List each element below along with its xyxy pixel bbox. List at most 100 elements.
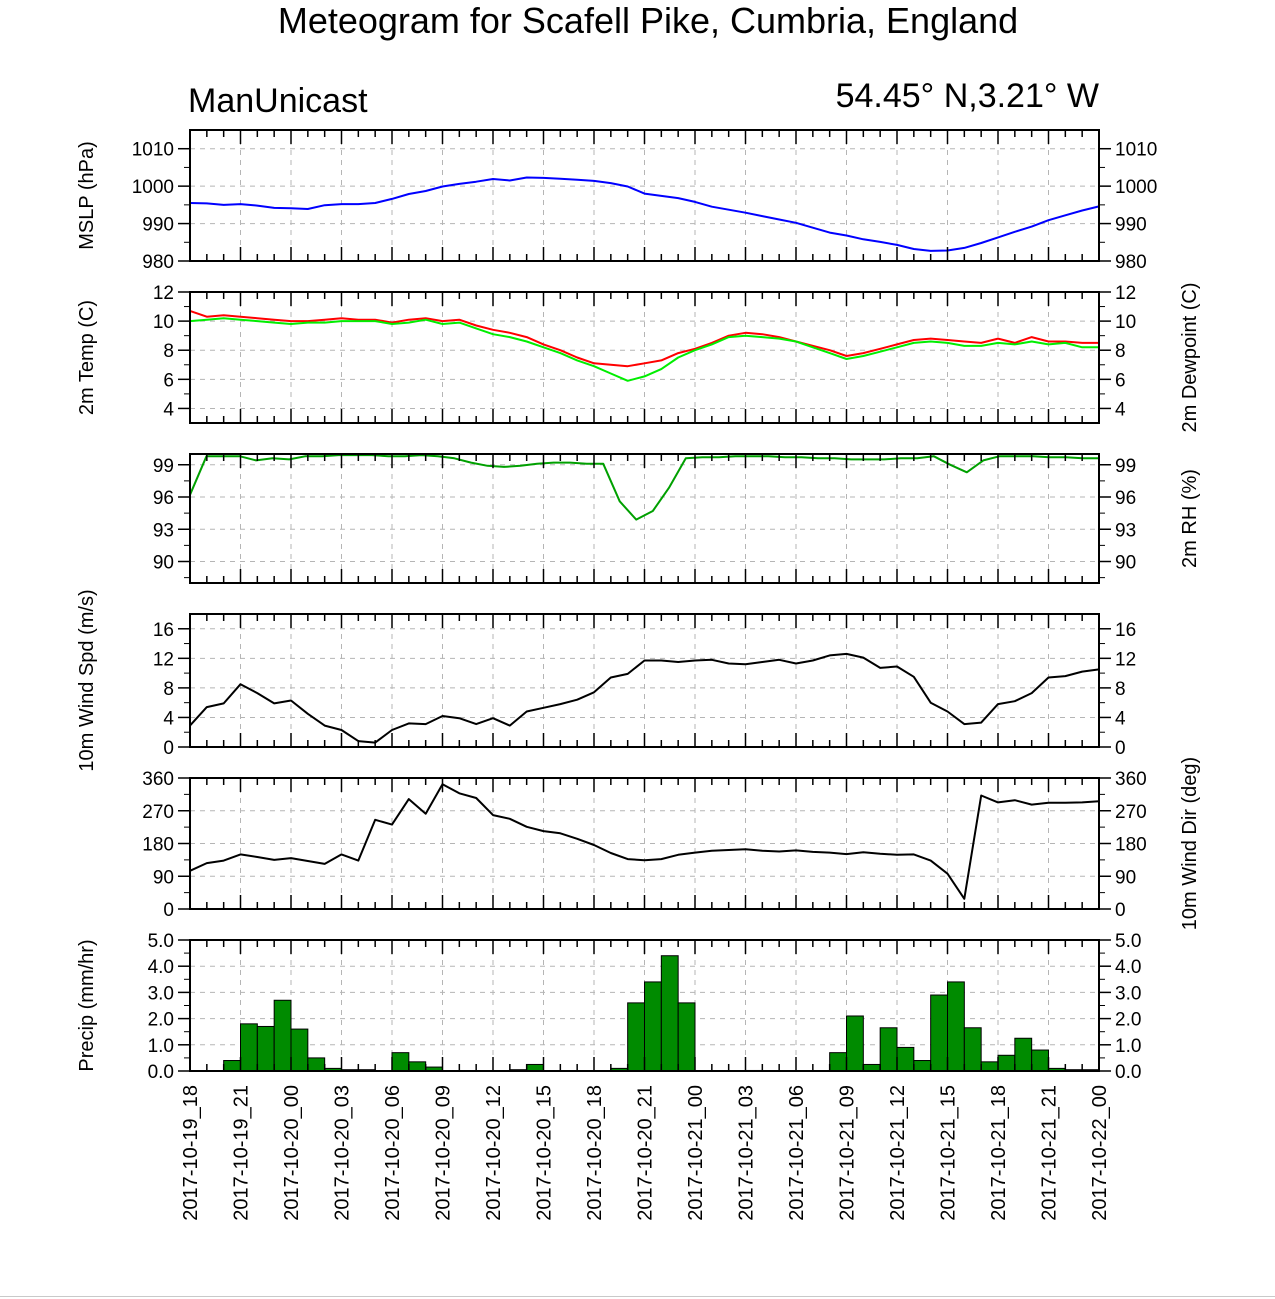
precip-bar: [963, 1027, 982, 1072]
precip-bar: [879, 1027, 898, 1072]
precip-bar: [980, 1061, 999, 1072]
y-tick-label-right: 1.0: [1115, 1036, 1141, 1057]
y-tick-label-left: 180: [142, 835, 174, 856]
y-axis-title-right: 2m RH (%): [1179, 469, 1201, 568]
precip-bar: [408, 1061, 427, 1072]
precip-bar: [307, 1057, 326, 1072]
y-axis-title-left: 2m Temp (C): [76, 300, 98, 415]
bottom-divider: [0, 1296, 1275, 1297]
y-tick-label-right: 6: [1115, 370, 1126, 391]
wdir-series-line-0: [189, 783, 1100, 900]
precip-bar: [913, 1060, 932, 1072]
y-tick-label-left: 10: [153, 312, 174, 333]
x-tick-label: 2017-10-20_09: [433, 1085, 455, 1221]
x-tick-label: 2017-10-20_21: [635, 1085, 657, 1221]
x-tick-label: 2017-10-19_21: [231, 1085, 253, 1221]
y-tick-label-left: 1010: [132, 140, 174, 161]
precip-bar: [997, 1054, 1016, 1072]
precip-bar: [627, 1002, 646, 1072]
x-tick-label: 2017-10-21_00: [685, 1085, 707, 1221]
y-axis-title-left: 10m Wind Spd (m/s): [76, 589, 98, 771]
y-tick-label-left: 1000: [132, 177, 174, 198]
y-tick-label-left: 12: [153, 649, 174, 670]
y-tick-label-left: 0.0: [148, 1062, 174, 1083]
y-tick-label-left: 12: [153, 283, 174, 304]
x-tick-label: 2017-10-20_15: [534, 1085, 556, 1221]
x-tick-label: 2017-10-21_15: [938, 1085, 960, 1221]
x-axis: 2017-10-19_18 2017-10-19_21 2017-10-20_00 2…: [180, 1085, 1111, 1221]
precip-bar: [896, 1046, 915, 1072]
y-tick-label-left: 5.0: [148, 931, 174, 952]
y-tick-label-right: 990: [1115, 215, 1147, 236]
y-tick-label-left: 90: [153, 553, 174, 574]
panel-wspd: 0 0 4 4 8 8 12 12 16 16 10m Wind Spd (m/s): [76, 589, 1136, 771]
precip-bar: [240, 1023, 258, 1072]
y-tick-label-right: 16: [1115, 620, 1136, 641]
y-tick-label-right: 10: [1115, 312, 1136, 333]
y-tick-label-right: 4: [1115, 399, 1126, 420]
y-tick-label-left: 4.0: [148, 957, 174, 978]
model-name: ManUnicast: [188, 82, 368, 120]
y-tick-label-right: 4: [1115, 708, 1126, 729]
y-tick-label-left: 93: [153, 520, 174, 541]
precip-bar: [1031, 1049, 1049, 1072]
wspd-series-line-0: [189, 652, 1100, 744]
y-tick-label-left: 99: [153, 456, 174, 477]
precip-bar: [947, 981, 965, 1072]
y-tick-label-right: 0: [1115, 900, 1126, 921]
x-tick-label: 2017-10-21_03: [736, 1085, 758, 1221]
y-tick-label-right: 1000: [1115, 177, 1157, 198]
precip-bar: [829, 1052, 848, 1072]
x-tick-label: 2017-10-20_00: [281, 1085, 303, 1221]
y-tick-label-left: 990: [142, 215, 174, 236]
y-axis-title-left: Precip (mm/hr): [76, 939, 98, 1071]
y-tick-label-left: 96: [153, 488, 174, 509]
panel-mslp: 980 980 990 990 1000 1000 1010 1010 MSLP (hPa): [76, 129, 1157, 273]
y-tick-label-right: 90: [1115, 867, 1136, 888]
y-tick-label-left: 0: [163, 900, 174, 921]
y-tick-label-right: 3.0: [1115, 983, 1141, 1004]
x-tick-label: 2017-10-20_12: [483, 1085, 505, 1221]
precip-bar: [930, 994, 949, 1072]
y-tick-label-right: 96: [1115, 488, 1136, 509]
y-tick-label-right: 270: [1115, 802, 1147, 823]
y-tick-label-right: 8: [1115, 341, 1126, 362]
precip-bar: [1014, 1037, 1033, 1072]
y-tick-label-right: 90: [1115, 553, 1136, 574]
precip-bar: [256, 1025, 275, 1072]
y-tick-label-left: 2.0: [148, 1010, 174, 1031]
precip-bar: [223, 1060, 242, 1072]
y-tick-label-right: 0.0: [1115, 1062, 1141, 1083]
x-tick-label: 2017-10-21_12: [887, 1085, 909, 1221]
x-tick-label: 2017-10-21_09: [837, 1085, 859, 1221]
y-tick-label-left: 3.0: [148, 983, 174, 1004]
precip-bar: [644, 981, 662, 1072]
y-axis-title-right: 10m Wind Dir (deg): [1179, 757, 1201, 930]
y-tick-label-left: 90: [153, 867, 174, 888]
x-tick-label: 2017-10-20_06: [382, 1085, 404, 1221]
y-tick-label-right: 93: [1115, 520, 1136, 541]
y-axis-title-left: MSLP (hPa): [76, 141, 98, 250]
y-tick-label-right: 99: [1115, 456, 1136, 477]
chart-title: Meteogram for Scafell Pike, Cumbria, Eng…: [278, 0, 1018, 41]
y-tick-label-right: 1010: [1115, 140, 1157, 161]
x-tick-label: 2017-10-20_18: [584, 1085, 606, 1221]
y-tick-label-right: 4.0: [1115, 957, 1141, 978]
y-tick-label-right: 0: [1115, 738, 1126, 759]
panel-wdir: 0 0 90 90 180 180 270 270 360 360 10m Wind Dir (de…: [142, 757, 1201, 930]
x-tick-label: 2017-10-22_00: [1089, 1085, 1111, 1221]
y-tick-label-right: 2.0: [1115, 1010, 1141, 1031]
y-tick-label-left: 4: [163, 708, 174, 729]
y-tick-label-right: 180: [1115, 835, 1147, 856]
y-tick-label-right: 12: [1115, 649, 1136, 670]
precip-bar: [290, 1028, 309, 1072]
panel-temp: 4 4 6 6 8 8 10 10 12 12 2m Temp (C) 2m Dewpoint (C): [76, 282, 1201, 432]
x-tick-label: 2017-10-20_03: [332, 1085, 354, 1221]
precip-bar: [846, 1015, 864, 1072]
y-tick-label-left: 8: [163, 341, 174, 362]
y-tick-label-left: 6: [163, 370, 174, 391]
y-tick-label-left: 0: [163, 738, 174, 759]
precip-bar: [391, 1052, 410, 1072]
